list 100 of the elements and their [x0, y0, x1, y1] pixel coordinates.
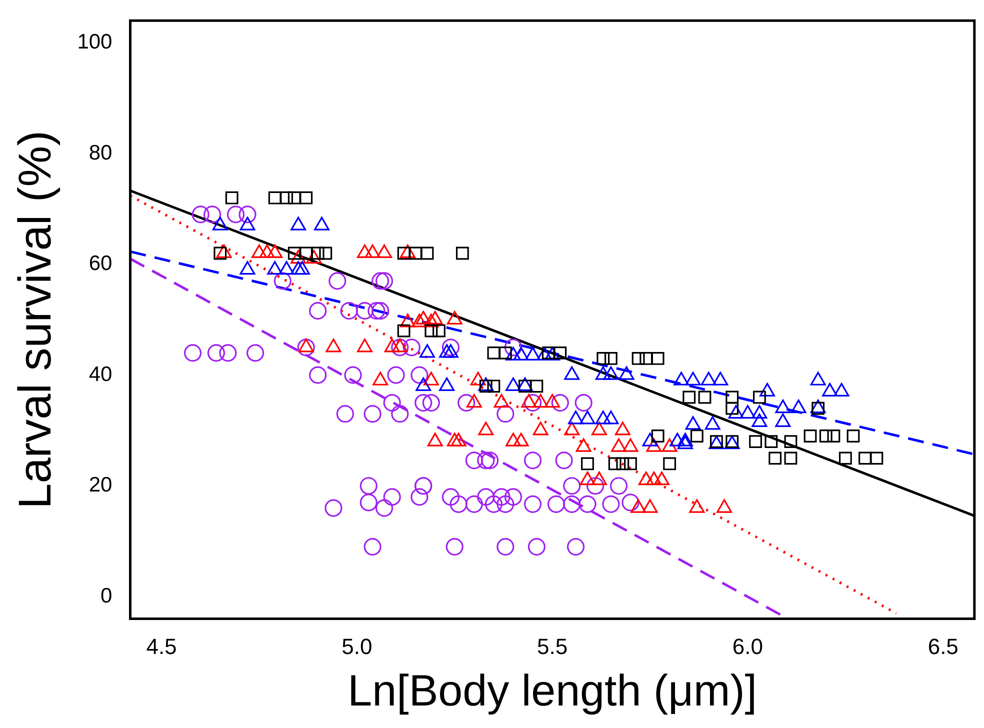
x-tick-label: 5.0	[342, 634, 372, 660]
x-tick-label: 5.5	[537, 634, 568, 660]
point	[677, 432, 693, 446]
point	[760, 382, 775, 397]
point	[450, 432, 466, 446]
point	[392, 338, 408, 352]
point	[521, 394, 537, 408]
point	[595, 366, 611, 380]
point	[439, 344, 455, 358]
point	[568, 410, 584, 424]
point	[420, 344, 435, 358]
point	[416, 310, 432, 324]
point	[298, 338, 314, 352]
point	[384, 338, 400, 352]
point	[466, 394, 482, 408]
y-axis-title: Larval survival (%)	[8, 130, 60, 509]
y-tick-label: 0	[100, 584, 112, 608]
point	[614, 422, 630, 436]
y-tick-label: 60	[88, 252, 112, 276]
point	[603, 410, 619, 424]
point	[618, 366, 634, 380]
point	[642, 432, 658, 446]
point	[728, 405, 744, 419]
point	[412, 314, 428, 328]
point	[427, 432, 443, 446]
point	[357, 338, 372, 352]
point	[704, 416, 720, 430]
point	[775, 400, 791, 414]
point	[400, 244, 416, 258]
point	[525, 346, 541, 361]
point	[685, 416, 701, 430]
point	[591, 422, 607, 436]
point	[446, 310, 462, 324]
point	[517, 377, 533, 391]
point	[674, 372, 690, 386]
x-tick-label: 6.0	[732, 634, 764, 660]
point	[740, 405, 756, 419]
point	[372, 372, 388, 386]
point	[834, 382, 850, 397]
y-tick-label: 20	[88, 474, 112, 497]
point	[314, 216, 330, 230]
point	[506, 432, 521, 446]
point	[364, 244, 380, 258]
point	[595, 410, 611, 424]
point	[646, 472, 662, 486]
point	[677, 436, 693, 450]
point	[427, 310, 443, 324]
point	[240, 261, 256, 275]
point	[689, 499, 705, 513]
point	[267, 261, 283, 275]
point	[532, 422, 548, 436]
point	[611, 438, 626, 452]
point	[357, 244, 372, 258]
point	[716, 499, 732, 513]
point	[216, 244, 232, 258]
point	[670, 432, 686, 446]
point	[603, 366, 619, 380]
point	[662, 438, 678, 452]
point	[576, 438, 592, 452]
point	[439, 377, 455, 391]
point	[532, 394, 548, 408]
point	[290, 250, 306, 264]
point	[642, 499, 658, 513]
point	[376, 244, 392, 258]
point	[700, 372, 716, 386]
point	[251, 244, 267, 258]
point	[810, 372, 826, 386]
point	[712, 372, 728, 386]
y-tick-label: 80	[88, 141, 112, 164]
point	[290, 261, 306, 275]
point	[654, 472, 670, 486]
point	[564, 422, 580, 436]
point	[790, 400, 806, 414]
point	[306, 250, 322, 264]
point	[423, 372, 439, 386]
point	[544, 346, 560, 361]
point	[290, 216, 306, 230]
point	[638, 472, 654, 486]
point	[326, 338, 342, 352]
point	[478, 377, 494, 391]
point	[416, 377, 432, 391]
point	[564, 366, 580, 380]
point	[267, 244, 283, 258]
point	[646, 438, 662, 452]
point	[442, 344, 458, 358]
point	[752, 413, 768, 427]
point	[423, 314, 439, 328]
point	[470, 372, 486, 386]
point	[752, 405, 768, 419]
point	[400, 314, 416, 328]
point	[494, 394, 510, 408]
point	[294, 261, 310, 275]
point	[775, 413, 791, 427]
y-tick-label: 100	[77, 30, 112, 54]
point	[822, 382, 838, 397]
point	[591, 472, 607, 486]
x-tick-label: 4.5	[146, 634, 177, 660]
point	[630, 499, 646, 513]
point	[240, 216, 256, 230]
point	[446, 432, 462, 446]
